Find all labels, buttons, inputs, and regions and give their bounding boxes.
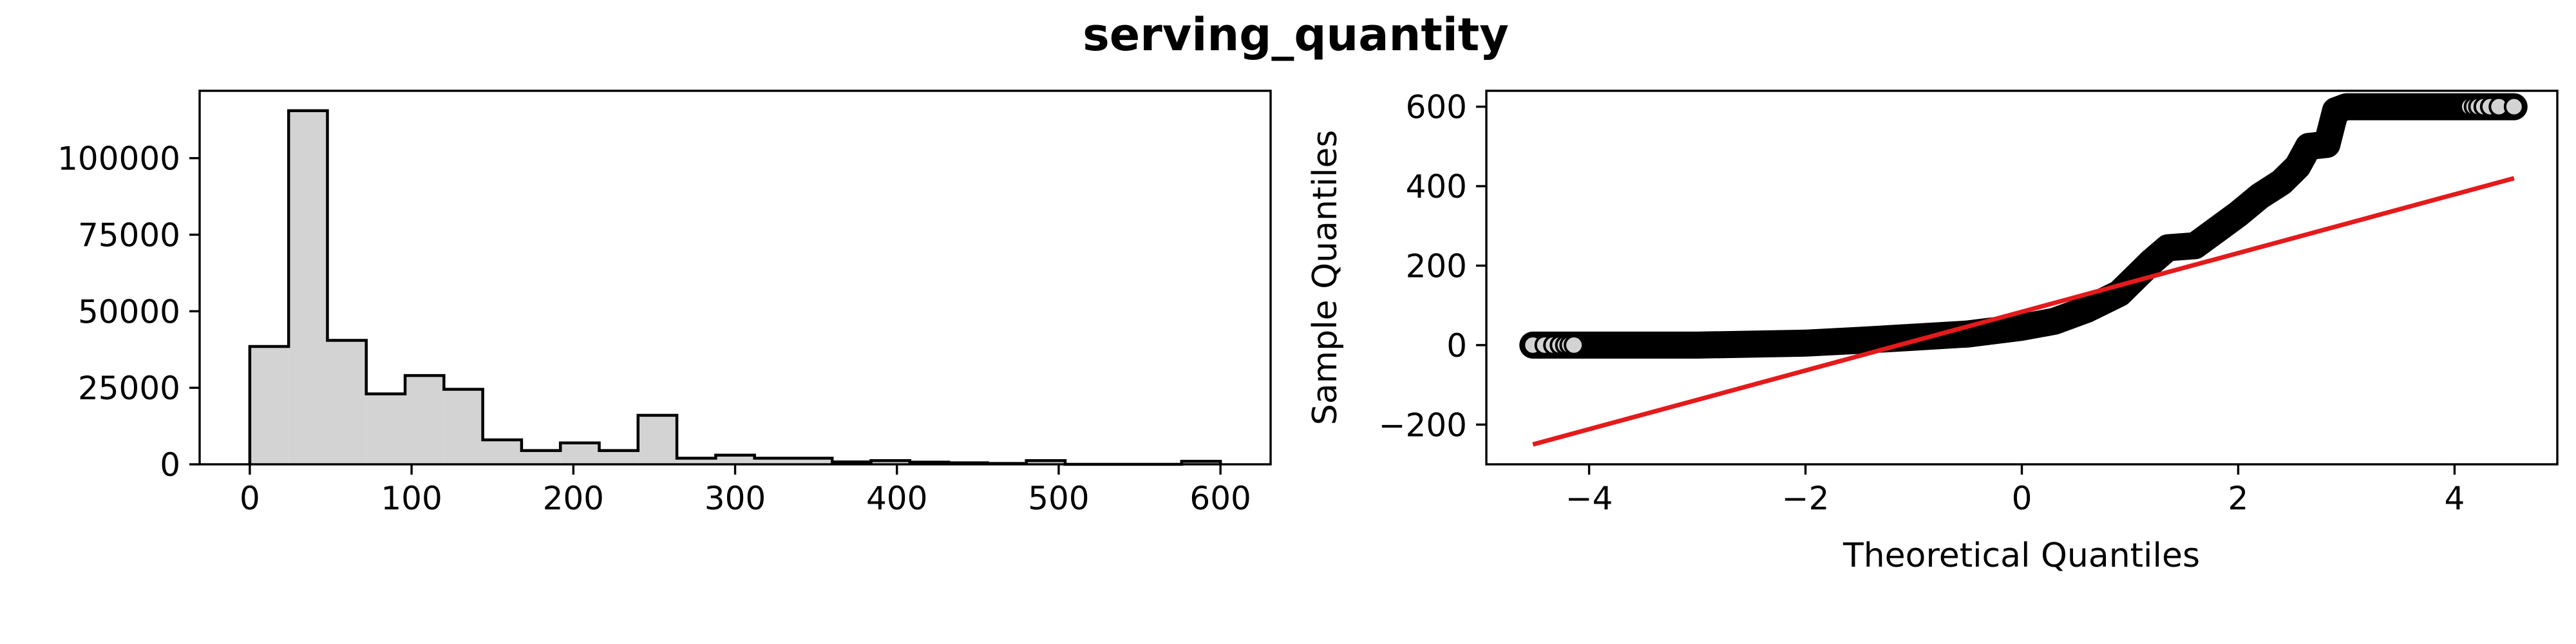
x-tick-label: 0 (2012, 480, 2032, 517)
x-tick-label: 600 (1189, 480, 1251, 517)
y-tick-label: 0 (160, 446, 180, 484)
x-tick-label: 500 (1028, 480, 1089, 517)
x-tick-label: −4 (1566, 480, 1613, 517)
histogram-bar (521, 450, 561, 464)
histogram-panel: 0 100 200 300 400 500 600 0 25000 50000 75000 1000… (57, 90, 1272, 517)
x-tick-label: 0 (240, 480, 260, 517)
figure-title: serving_quantity (1083, 8, 1509, 61)
qq-point (2503, 96, 2524, 117)
x-tick-label: 400 (866, 480, 927, 517)
histogram-bar (1181, 461, 1221, 464)
histogram-y-axis: 0 25000 50000 75000 100000 (57, 140, 200, 484)
qq-x-axis: −4 −2 0 2 4 (1566, 464, 2465, 517)
y-tick-label: 600 (1406, 89, 1467, 126)
histogram-bar (1026, 460, 1065, 464)
histogram-bar (482, 439, 522, 464)
qq-outlier-points (1522, 96, 2524, 355)
y-tick-label: 0 (1446, 327, 1467, 365)
histogram-bar (715, 455, 755, 464)
histogram-bar (560, 442, 600, 464)
x-tick-label: 4 (2445, 480, 2465, 517)
qq-plot-panel: −4 −2 0 2 4 −200 0 200 400 600 Theoretical Quant… (1306, 89, 2559, 575)
qq-point (1564, 334, 1585, 355)
histogram-bar (405, 375, 444, 464)
histogram-bar (871, 460, 910, 464)
histogram-bar (638, 415, 677, 464)
histogram-bar (366, 393, 406, 464)
histogram-bars (248, 109, 1222, 466)
x-tick-label: 2 (2228, 480, 2249, 517)
x-tick-label: −2 (1782, 480, 1830, 517)
x-tick-label: 300 (705, 480, 766, 517)
histogram-x-axis: 0 100 200 300 400 500 600 (240, 464, 1251, 517)
qq-x-axis-label: Theoretical Quantiles (1842, 536, 2200, 575)
y-tick-label: −200 (1379, 406, 1467, 444)
y-tick-label: 100000 (57, 140, 180, 178)
y-tick-label: 75000 (78, 216, 180, 254)
qq-reference-line (1532, 176, 2515, 447)
histogram-outline (248, 109, 1222, 466)
qq-y-axis-label: Sample Quantiles (1306, 130, 1345, 426)
histogram-bar (754, 458, 793, 464)
y-tick-label: 400 (1406, 168, 1467, 205)
histogram-bar (444, 389, 483, 464)
y-tick-label: 50000 (78, 293, 180, 330)
x-tick-label: 200 (543, 480, 604, 517)
y-tick-label: 25000 (78, 370, 180, 407)
qq-sample-curve (1519, 93, 2528, 359)
y-tick-label: 200 (1406, 247, 1467, 285)
histogram-bar (249, 346, 289, 464)
histogram-bar (327, 340, 366, 464)
histogram-bar (599, 450, 638, 464)
qq-plot-frame (1485, 90, 2559, 466)
histogram-bar (677, 458, 716, 464)
x-tick-label: 100 (381, 480, 442, 517)
histogram-bar (289, 110, 328, 465)
qq-y-axis: −200 0 200 400 600 (1379, 89, 1486, 444)
histogram-bar (793, 458, 833, 464)
